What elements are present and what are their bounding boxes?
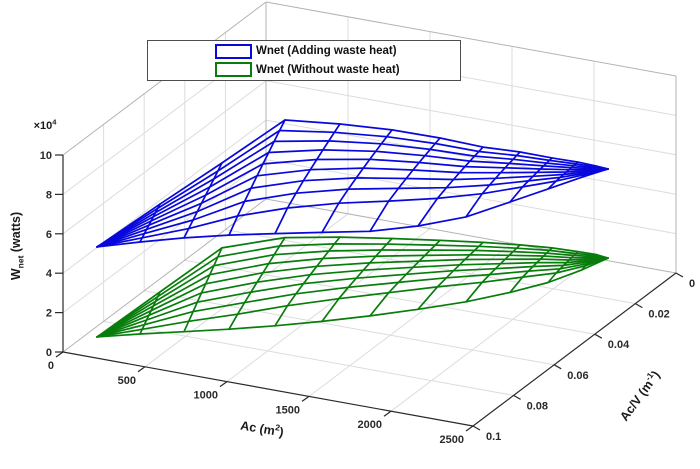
z-tick-label: 8 [46, 189, 52, 201]
tick-labels: 0 500 1000 1500 2000 2500 0 0.02 0.04 0.06 0.08 0.1… [40, 150, 695, 446]
x-tick-label: 2000 [358, 419, 382, 431]
y-tick-label: 0.1 [486, 431, 501, 443]
legend[interactable]: Wnet (Adding waste heat) Wnet (Without w… [147, 40, 461, 81]
y-tick-label: 0.08 [527, 400, 548, 412]
legend-swatch-blue-icon [215, 43, 252, 59]
y-tick-label: 0.04 [608, 339, 630, 351]
y-tick-label: 0.02 [648, 309, 669, 321]
x-tick-label: 1500 [276, 404, 300, 416]
surface-blue-mesh [96, 119, 609, 248]
x-tick-label: 500 [118, 375, 136, 387]
x-tick-label: 2500 [440, 434, 464, 446]
legend-swatch-green-icon [215, 62, 252, 78]
x-tick-label: 0 [48, 360, 54, 372]
legend-label: Wnet (Adding waste heat) [256, 45, 397, 58]
z-tick-label: 10 [40, 150, 52, 162]
x-tick-label: 1000 [194, 390, 218, 402]
z-tick-label: 4 [46, 268, 53, 280]
z-tick-label: 6 [46, 229, 52, 241]
y-tick-label: 0 [689, 278, 695, 290]
grid-lines [62, 16, 677, 412]
z-axis-label: Wnet (watts) [9, 211, 26, 281]
legend-label: Wnet (Without waste heat) [256, 63, 400, 76]
legend-entry-without-waste-heat[interactable]: Wnet (Without waste heat) [148, 61, 460, 78]
surface-green-mesh [96, 236, 609, 338]
z-tick-label: 0 [46, 347, 52, 359]
y-tick-label: 0.06 [567, 370, 588, 382]
legend-entry-adding-waste-heat[interactable]: Wnet (Adding waste heat) [148, 43, 460, 60]
z-axis-exponent: ×104 [33, 117, 57, 132]
z-tick-label: 2 [46, 308, 52, 320]
axis-lines [62, 155, 677, 427]
